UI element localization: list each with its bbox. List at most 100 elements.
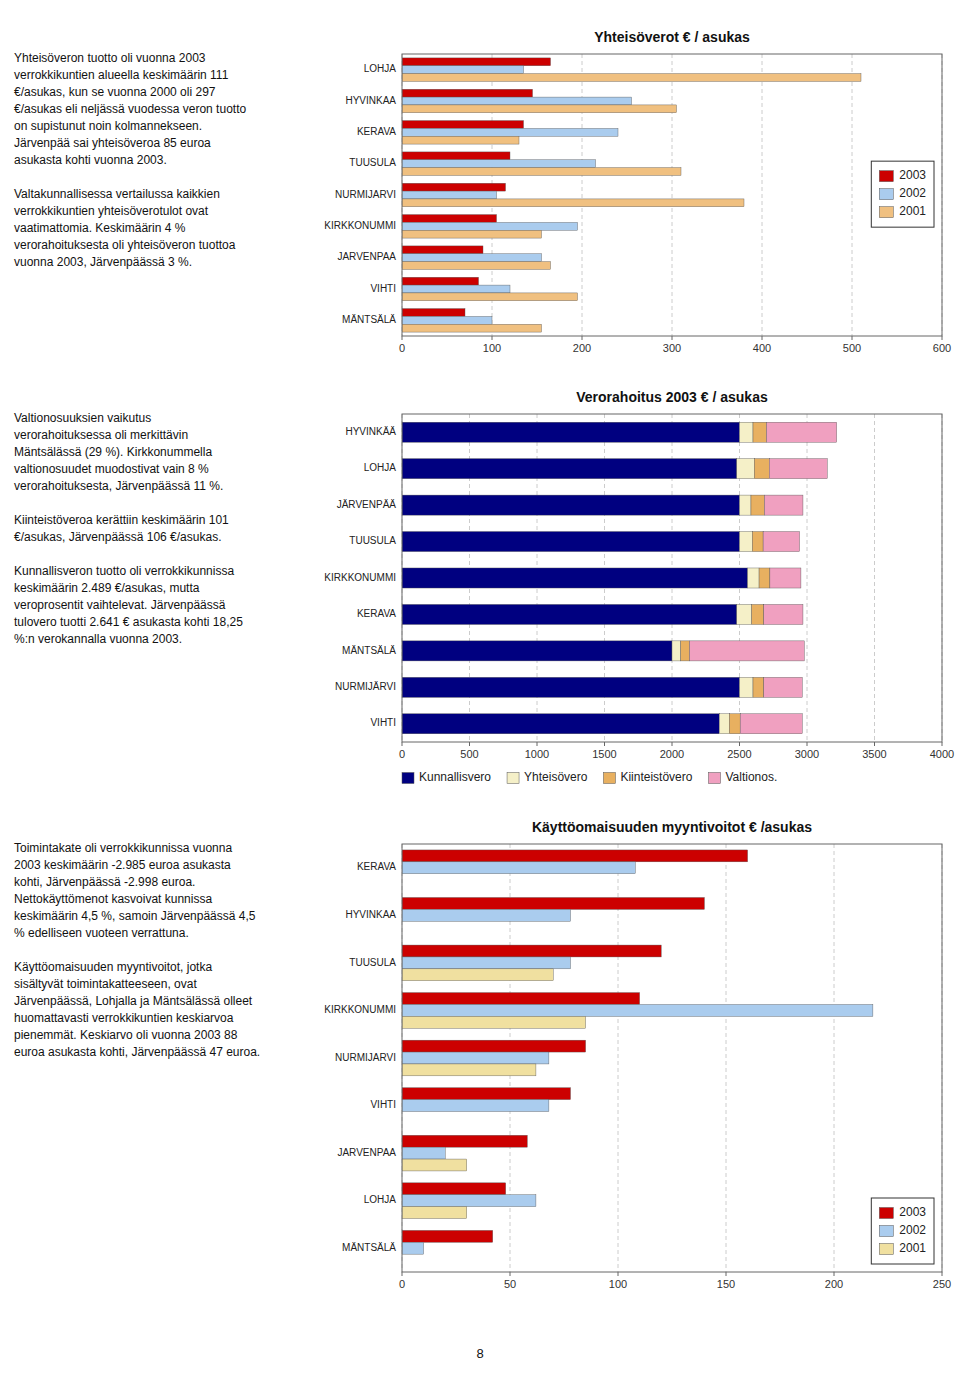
annotation-line: huomattavasti verrokkikuntien keskiarvoa bbox=[14, 1011, 234, 1025]
annotation-line: Valtakunnallisessa vertailussa kaikkien bbox=[14, 187, 220, 201]
grid-line bbox=[672, 54, 673, 336]
category-label: TUUSULA bbox=[349, 535, 396, 546]
tick-mark bbox=[739, 742, 740, 746]
plot-frame bbox=[402, 844, 942, 1272]
chart-title: Käyttöomaisuuden myyntivoitot € /asukas bbox=[532, 819, 812, 835]
bar bbox=[759, 568, 770, 588]
category-label: MÄNTSÄLÄ bbox=[342, 645, 396, 656]
bar bbox=[740, 495, 751, 515]
bar bbox=[402, 1242, 424, 1254]
bar bbox=[402, 714, 719, 734]
bars bbox=[402, 850, 873, 1254]
bar bbox=[402, 1183, 506, 1195]
annotation-line: 2003 keskimäärin -2.985 euroa asukasta bbox=[14, 858, 231, 872]
bar bbox=[769, 459, 827, 479]
legend-label: 2001 bbox=[899, 204, 926, 218]
bar bbox=[740, 422, 754, 442]
bar bbox=[764, 677, 802, 697]
bar bbox=[402, 677, 740, 697]
bar bbox=[402, 168, 681, 176]
tick-label: 200 bbox=[573, 342, 591, 354]
legend-swatch bbox=[879, 1226, 893, 1237]
bar bbox=[402, 532, 740, 552]
category-label: KERAVA bbox=[357, 861, 396, 872]
text-block: Toimintakate oli verrokkikunnissa vuonna… bbox=[14, 841, 260, 1059]
bar bbox=[754, 459, 769, 479]
tick-mark bbox=[942, 1272, 943, 1276]
grid-line bbox=[874, 414, 875, 742]
annotation-line: €/asukas, Järvenpäässä 106 €/asukas. bbox=[14, 530, 221, 544]
legend-label: Yhteisövero bbox=[524, 770, 588, 784]
annotation-line: valtionosuudet muodostivat vain 8 % bbox=[14, 462, 209, 476]
bar bbox=[402, 1064, 536, 1076]
bar bbox=[402, 66, 524, 74]
legend-label: Valtionos. bbox=[725, 770, 777, 784]
bar bbox=[402, 459, 737, 479]
annotation-line: %:n verokannalla vuonna 2003. bbox=[14, 632, 182, 646]
plot-frame bbox=[402, 54, 942, 336]
bar bbox=[402, 293, 578, 301]
bar bbox=[767, 422, 837, 442]
bar bbox=[402, 254, 542, 262]
bar bbox=[753, 422, 767, 442]
annotation-line: vaatimattomia. Keskimäärin 4 % bbox=[14, 221, 186, 235]
bar bbox=[753, 677, 764, 697]
category-label: MÄNTSÄLÄ bbox=[342, 314, 396, 325]
bar bbox=[729, 714, 740, 734]
tick-label: 2500 bbox=[727, 748, 751, 760]
legend-frame bbox=[871, 161, 934, 227]
annotation-line: Kunnallisveron tuotto oli verrokkikunnis… bbox=[14, 564, 234, 578]
tick-mark bbox=[492, 336, 493, 340]
bar bbox=[402, 246, 483, 254]
page: Yhteisöverot € / asukas01002003004005006… bbox=[0, 0, 960, 1388]
legend-swatch bbox=[879, 1244, 893, 1255]
bar bbox=[402, 160, 596, 168]
tick-label: 50 bbox=[504, 1278, 516, 1290]
tick-mark bbox=[942, 742, 943, 746]
tick-mark bbox=[852, 336, 853, 340]
legend-label: 2001 bbox=[899, 1241, 926, 1255]
bar bbox=[402, 969, 553, 981]
annotation-line: euroa asukasta kohti, Järvenpäässä 47 eu… bbox=[14, 1045, 260, 1059]
bar bbox=[402, 945, 661, 957]
bar bbox=[752, 604, 764, 624]
grid-line bbox=[762, 54, 763, 336]
annotation-line: Järvenpää sai yhteisöveroa 85 euroa bbox=[14, 136, 211, 150]
annotation-line: Yhteisöveron tuotto oli vuonna 2003 bbox=[14, 51, 206, 65]
bar bbox=[402, 309, 465, 317]
annotation-line: tulovero tuotti 2.641 € asukasta kohti 1… bbox=[14, 615, 243, 629]
tick-mark bbox=[834, 1272, 835, 1276]
tick-label: 500 bbox=[843, 342, 861, 354]
category-label: KIRKKONUMMI bbox=[324, 1004, 396, 1015]
bar bbox=[402, 957, 570, 969]
bar bbox=[402, 993, 640, 1005]
legend-swatch bbox=[879, 171, 893, 182]
tick-label: 2000 bbox=[660, 748, 684, 760]
bar bbox=[402, 199, 744, 207]
bar bbox=[402, 1135, 527, 1147]
category-label: TUUSULA bbox=[349, 957, 396, 968]
legend-swatch bbox=[708, 773, 720, 784]
bar bbox=[402, 105, 677, 113]
legend-swatch bbox=[507, 773, 519, 784]
annotation-line: % edelliseen vuoteen verrattuna. bbox=[14, 926, 189, 940]
legend-swatch bbox=[879, 207, 893, 218]
legend: 200320022001 bbox=[871, 161, 934, 227]
bar bbox=[402, 1016, 586, 1028]
annotation-line: Mäntsälässä (29 %). Kirkkonummella bbox=[14, 445, 212, 459]
bar bbox=[690, 641, 805, 661]
annotation-line: keskimäärin 4,5 %, samoin Järvenpäässä 4… bbox=[14, 909, 256, 923]
bar bbox=[402, 215, 497, 223]
tick-mark bbox=[672, 336, 673, 340]
category-label: VIHTI bbox=[370, 283, 396, 294]
bar bbox=[402, 898, 704, 910]
text-block: Yhteisöveron tuotto oli vuonna 2003 verro… bbox=[14, 51, 246, 269]
annotation-line: kohti, Järvenpäässä -2.998 euroa. bbox=[14, 875, 195, 889]
legend: 200320022001 bbox=[871, 1198, 934, 1264]
category-label: JÄRVENPÄÄ bbox=[337, 499, 397, 510]
legend-label: 2003 bbox=[899, 168, 926, 182]
bar bbox=[402, 183, 506, 191]
annotation-line: verrokkikuntien yhteisöverotulot ovat bbox=[14, 204, 209, 218]
annotation-line: €/asukas eli neljässä vuodessa veron tuo… bbox=[14, 102, 246, 116]
legend-label: 2002 bbox=[899, 1223, 926, 1237]
